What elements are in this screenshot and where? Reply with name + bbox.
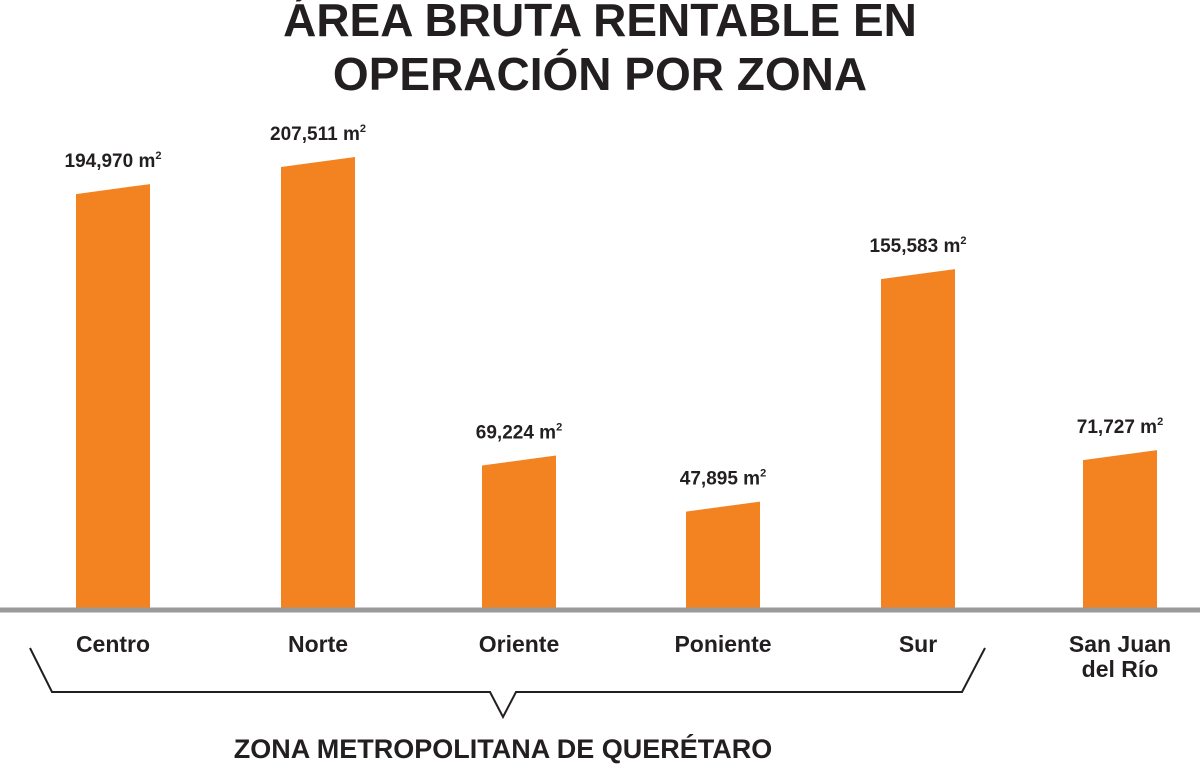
- category-label-3: Oriente: [479, 631, 560, 657]
- bar-san-juan-del-r-o: [1083, 450, 1157, 610]
- title-line-2: OPERACIÓN POR ZONA: [333, 48, 867, 100]
- bar-poniente: [686, 501, 760, 610]
- title-line-1: ÁREA BRUTA RENTABLE EN: [283, 0, 917, 46]
- category-label-1: Centro: [76, 631, 150, 657]
- value-label-2: 207,511 m2: [270, 123, 366, 145]
- category-label-2: Norte: [288, 631, 348, 657]
- value-labels: 194,970 m2 207,511 m2 69,224 m2 47,895 m2 15…: [65, 123, 1164, 490]
- metro-zone-label: ZONA METROPOLITANA DE QUERÉTARO: [234, 733, 772, 764]
- value-label-3: 69,224 m2: [476, 422, 562, 444]
- category-label-6-line-2: del Río: [1082, 656, 1159, 682]
- bar-centro: [76, 184, 150, 610]
- bars: [76, 157, 1157, 610]
- bar-oriente: [482, 455, 556, 610]
- bar-norte: [281, 157, 355, 610]
- category-labels: Centro Norte Oriente Poniente Sur San Juandel…: [76, 631, 1171, 682]
- category-label-6-line-1: San Juan: [1069, 631, 1171, 657]
- value-label-6: 71,727 m2: [1077, 416, 1163, 438]
- category-label-4: Poniente: [674, 631, 771, 657]
- value-label-1: 194,970 m2: [65, 150, 162, 172]
- category-label-5: Sur: [899, 631, 937, 657]
- value-label-4: 47,895 m2: [680, 468, 766, 490]
- value-label-5: 155,583 m2: [870, 235, 967, 257]
- bar-sur: [881, 269, 955, 610]
- metro-zone-brace: [29, 647, 986, 720]
